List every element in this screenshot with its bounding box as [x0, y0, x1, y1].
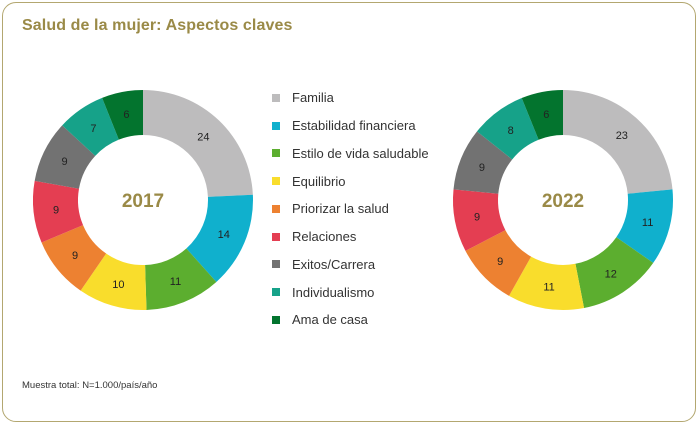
donut-slice-priorizar-la-salud	[465, 230, 532, 296]
donut-slice-relaciones	[32, 180, 84, 243]
legend-item: Priorizar la salud	[272, 195, 429, 223]
legend-swatch	[272, 288, 280, 297]
data-label: 6	[123, 109, 129, 121]
legend-item: Equilibrio	[272, 167, 429, 195]
data-label: 9	[474, 212, 480, 224]
data-label: 11	[170, 276, 181, 288]
legend-label: Priorizar la salud	[292, 201, 389, 217]
donut-slice-familia	[563, 90, 673, 194]
legend-swatch	[272, 93, 280, 102]
donut-slice-equilibrio	[509, 256, 585, 310]
legend-swatch	[272, 121, 280, 130]
donut-slice-individualismo	[476, 98, 539, 160]
legend-label: Exitos/Carrera	[292, 256, 376, 272]
donut-slice-estilo-de-vida-saludable	[575, 237, 654, 308]
data-label: 10	[112, 279, 124, 291]
chart-legend: Familia Estabilidad financiera Estilo de v…	[272, 84, 429, 334]
donut-slice-priorizar-la-salud	[41, 225, 107, 291]
data-label: 9	[53, 205, 59, 217]
donut-slice-ama-de-casa	[102, 90, 143, 140]
donut-center-year: 2017	[122, 191, 164, 212]
legend-item: Estilo de vida saludable	[272, 140, 429, 168]
data-label: 6	[543, 109, 549, 121]
donut-slice-individualismo	[62, 97, 119, 156]
data-label: 23	[616, 130, 628, 142]
legend-swatch	[272, 260, 280, 269]
data-label: 11	[543, 281, 554, 293]
data-label: 7	[90, 123, 96, 135]
legend-item: Individualismo	[272, 278, 429, 306]
legend-label: Individualismo	[292, 284, 375, 300]
donut-slice-estabilidad-financiera	[616, 189, 673, 263]
legend-item: Ama de casa	[272, 306, 429, 334]
donut-slice-exitos-carrera	[34, 125, 96, 189]
data-label: 24	[197, 132, 209, 144]
donut-slice-relaciones	[453, 189, 506, 251]
legend-swatch	[272, 149, 280, 158]
legend-item: Estabilidad financiera	[272, 112, 429, 140]
donut-center-year: 2022	[542, 191, 584, 212]
legend-label: Estilo de vida saludable	[292, 145, 429, 161]
data-label: 8	[508, 125, 514, 137]
donut-slice-familia	[143, 90, 253, 197]
donut-slice-estabilidad-financiera	[186, 194, 253, 282]
legend-label: Relaciones	[292, 229, 357, 245]
data-label: 9	[479, 162, 485, 174]
data-label: 14	[218, 229, 230, 241]
legend-item: Familia	[272, 84, 429, 112]
legend-swatch	[272, 315, 280, 324]
legend-swatch	[272, 204, 280, 213]
data-label: 12	[605, 268, 617, 280]
legend-label: Ama de casa	[292, 312, 368, 328]
legend-label: Estabilidad financiera	[292, 118, 416, 134]
data-label: 9	[72, 250, 78, 262]
legend-label: Familia	[292, 90, 334, 106]
data-label: 9	[62, 156, 68, 168]
donut-slice-exitos-carrera	[453, 131, 513, 194]
data-label: 11	[642, 217, 653, 229]
data-label: 9	[497, 256, 503, 268]
legend-item: Relaciones	[272, 223, 429, 251]
donut-slice-ama-de-casa	[521, 90, 563, 140]
legend-swatch	[272, 177, 280, 186]
legend-label: Equilibrio	[292, 173, 346, 189]
sample-note: Muestra total: N=1.000/país/año	[22, 380, 158, 391]
legend-item: Exitos/Carrera	[272, 251, 429, 279]
donut-slice-equilibrio	[80, 253, 147, 310]
chart-card	[2, 2, 696, 422]
donut-slice-estilo-de-vida-saludable	[145, 248, 217, 310]
chart-title: Salud de la mujer: Aspectos claves	[22, 17, 293, 34]
legend-swatch	[272, 232, 280, 241]
